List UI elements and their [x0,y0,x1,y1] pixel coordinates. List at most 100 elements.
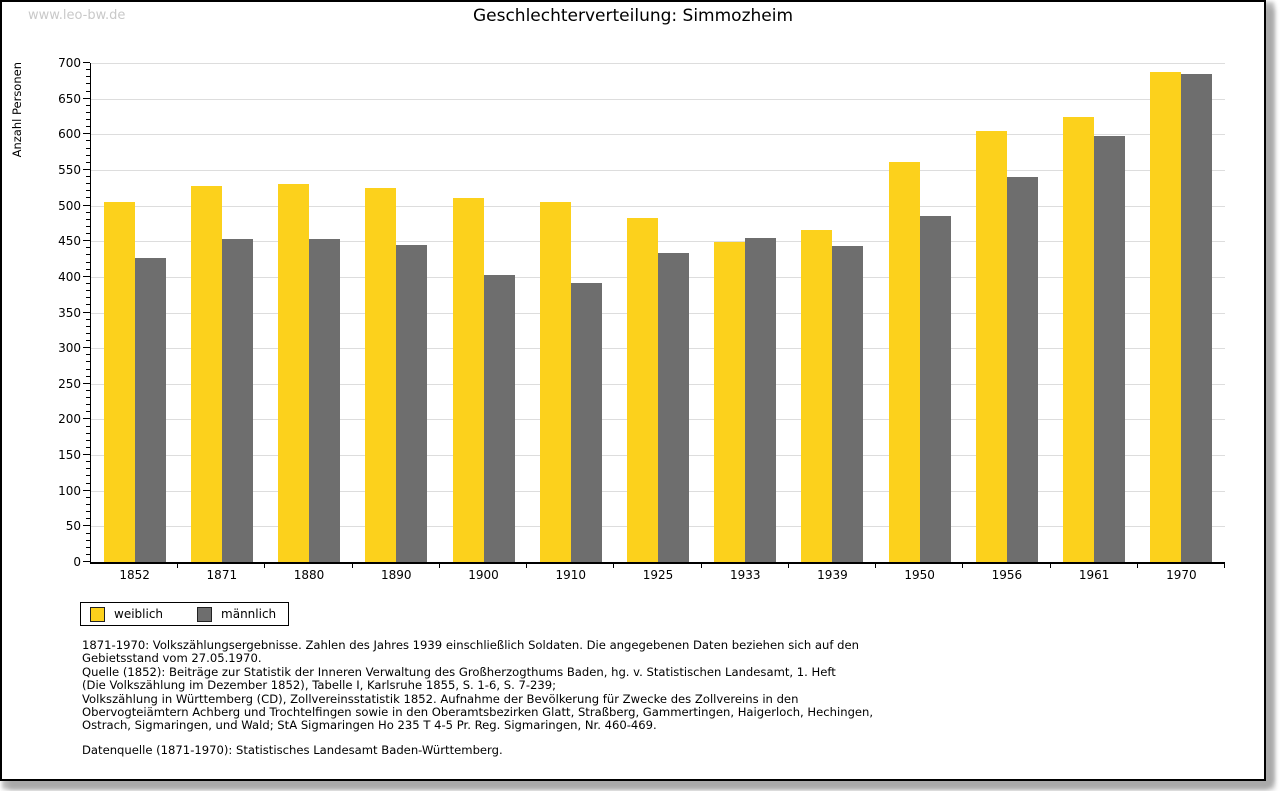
y-tick-label: 500 [58,198,81,213]
x-boundary-tick [351,564,353,568]
bar-weiblich-1871 [190,186,222,562]
bar-weiblich-1939 [801,229,833,562]
y-tick-label: 700 [58,56,81,70]
bar-maennlich-1950 [919,216,951,562]
x-boundary-tick [1049,564,1051,568]
x-boundary-tick [787,564,789,568]
x-tick-label: 1939 [817,568,848,582]
y-tick-minor [86,503,90,505]
bar-maennlich-1925 [658,253,689,562]
x-tick-label: 1871 [206,568,238,582]
y-tick-minor [86,361,90,363]
y-tick-minor [86,546,90,548]
bar-maennlich-1939 [832,246,864,562]
y-tick-label: 600 [58,127,81,142]
y-axis-label: Anzahl Personen [10,62,24,158]
datasource-line: Datenquelle (1871-1970): Statistisches L… [82,743,503,757]
y-tick-minor [86,247,90,249]
y-tick-minor [86,461,90,463]
bar-weiblich-1910 [539,202,571,562]
x-boundary-tick [264,564,266,568]
y-tick-major [83,275,90,277]
y-tick-label: 200 [58,412,81,427]
y-tick-minor [86,432,90,434]
gridline [91,63,1225,64]
x-tick-label: 1933 [729,568,761,582]
y-tick-minor [86,126,90,128]
legend-swatch-weiblich [90,606,105,622]
x-tick-label: 1970 [1166,568,1197,582]
y-tick-label: 550 [58,162,81,177]
y-tick-minor [86,318,90,320]
y-tick-minor [86,233,90,235]
y-tick-minor [86,411,90,413]
x-boundary-tick [700,564,702,568]
y-tick-minor [86,90,90,92]
y-tick-minor [86,518,90,520]
y-tick-minor [86,176,90,178]
y-tick-major [83,204,90,206]
y-tick-minor [86,325,90,327]
y-tick-minor [86,104,90,106]
x-tick-label: 1925 [642,568,674,582]
y-tick-minor [86,539,90,541]
y-tick-minor [86,468,90,470]
x-tick-label: 1910 [555,568,587,582]
bar-weiblich-1933 [714,241,746,562]
y-tick-minor [86,340,90,342]
bar-maennlich-1852 [134,257,166,562]
y-tick-minor [86,211,90,213]
y-tick-major [83,454,90,456]
gridline [91,98,1225,100]
y-tick-minor [86,439,90,441]
x-boundary-tick [1224,564,1225,568]
y-tick-minor [86,290,90,292]
y-tick-major [83,311,90,313]
y-tick-minor [86,397,90,399]
bar-weiblich-1950 [888,162,920,562]
x-boundary-tick [962,564,964,568]
bar-maennlich-1956 [1006,177,1038,562]
gridline [91,169,1225,171]
bar-maennlich-1933 [745,238,777,562]
y-tick-minor [86,147,90,149]
y-tick-minor [86,404,90,406]
y-tick-minor [86,69,90,71]
y-tick-minor [86,297,90,299]
footnote-line: (Die Volkszählung im Dezember 1852), Tab… [82,678,557,693]
y-tick-label: 0 [73,555,81,569]
y-tick-major [83,133,90,135]
y-tick-minor [86,332,90,334]
y-tick-minor [86,482,90,484]
y-tick-minor [86,154,90,156]
bar-maennlich-1880 [309,239,341,562]
legend-label-maennlich: männlich [221,607,277,621]
x-boundary-tick [613,564,615,568]
x-boundary-tick [1136,564,1138,568]
y-tick-minor [86,375,90,377]
gridline [91,241,1225,243]
x-tick-label: 1852 [119,568,150,582]
y-tick-label: 350 [58,305,81,320]
x-tick-label: 1961 [1078,568,1110,582]
x-boundary-tick [438,564,440,568]
bar-weiblich-1956 [975,131,1007,562]
y-tick-major [83,168,90,170]
y-tick-minor [86,261,90,263]
y-tick-label: 450 [58,234,81,249]
y-tick-minor [86,368,90,370]
bar-weiblich-1880 [278,184,310,562]
y-tick-major [83,62,90,63]
footnotes: 1871-1970: Volkszählungsergebnisse. Zahl… [82,638,873,733]
footnote-line: Volkszählung in Württemberg (CD), Zollve… [82,691,799,706]
bar-weiblich-1852 [103,202,135,562]
y-tick-major [83,418,90,420]
y-tick-major [83,347,90,349]
bar-maennlich-1890 [396,244,428,562]
y-tick-minor [86,197,90,199]
y-tick-minor [86,161,90,163]
y-tick-major [83,561,90,562]
bar-maennlich-1961 [1094,135,1126,562]
watermark: www.leo-bw.de [28,8,126,23]
y-tick-label: 150 [58,448,81,463]
